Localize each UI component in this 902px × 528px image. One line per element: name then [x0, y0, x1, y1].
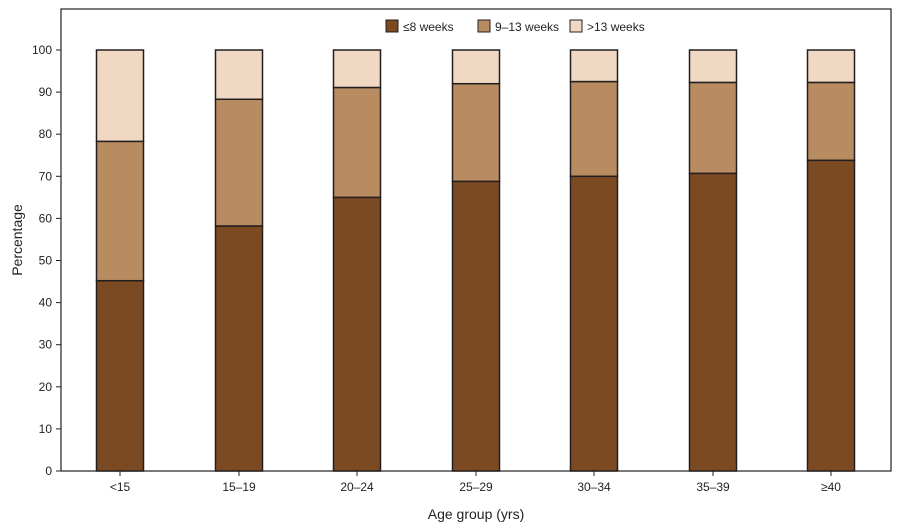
legend: ≤8 weeks 9–13 weeks >13 weeks — [385, 19, 645, 34]
y-tick-label: 60 — [39, 211, 53, 225]
bar-segment — [451, 180, 501, 472]
bar-segment — [214, 49, 264, 101]
y-tick-label: 70 — [39, 169, 53, 183]
bar-segment — [688, 172, 738, 472]
legend-label: 9–13 weeks — [495, 20, 559, 34]
bar-segment — [95, 49, 145, 143]
y-tick-label: 20 — [39, 380, 53, 394]
bar-segment — [332, 196, 382, 472]
legend-swatch — [569, 19, 583, 33]
x-axis: <15 15–19 20–24 25–29 30–34 35–39 ≥40 — [110, 471, 841, 494]
bar-segment — [332, 49, 382, 89]
bar-segment — [451, 49, 501, 85]
y-tick-label: 10 — [39, 422, 53, 436]
y-tick-label: 80 — [39, 127, 53, 141]
bars-group — [95, 49, 856, 472]
legend-label: >13 weeks — [587, 20, 645, 34]
bar-segment — [451, 82, 501, 183]
y-tick-label: 30 — [39, 338, 53, 352]
x-tick-label: 30–34 — [577, 480, 611, 494]
bar-segment — [569, 49, 619, 83]
y-axis-title: Percentage — [9, 204, 25, 276]
bar-segment — [688, 49, 738, 84]
bar-segment — [569, 80, 619, 178]
y-axis: 0 10 20 30 40 50 60 70 80 90 100 — [32, 43, 61, 478]
bar-segment — [688, 81, 738, 175]
legend-label: ≤8 weeks — [403, 20, 454, 34]
bar-segment — [214, 225, 264, 472]
bar-segment — [569, 175, 619, 472]
bar-segment — [806, 159, 856, 472]
bar-segment — [332, 86, 382, 199]
x-tick-label: 25–29 — [459, 480, 493, 494]
legend-swatch — [477, 19, 491, 33]
y-tick-label: 50 — [39, 254, 53, 268]
x-tick-label: 15–19 — [222, 480, 256, 494]
x-tick-label: 20–24 — [340, 480, 374, 494]
bar-segment — [95, 140, 145, 282]
y-tick-label: 40 — [39, 296, 53, 310]
bar-segment — [806, 49, 856, 84]
x-tick-label: <15 — [110, 480, 131, 494]
x-tick-label: ≥40 — [821, 480, 841, 494]
legend-swatch — [385, 19, 399, 33]
bar-segment — [95, 279, 145, 472]
x-axis-title: Age group (yrs) — [428, 506, 524, 522]
bar-segment — [806, 81, 856, 162]
y-tick-label: 90 — [39, 85, 53, 99]
bar-segment — [214, 98, 264, 227]
y-tick-label: 0 — [45, 464, 52, 478]
x-tick-label: 35–39 — [696, 480, 730, 494]
y-tick-label: 100 — [32, 43, 52, 57]
